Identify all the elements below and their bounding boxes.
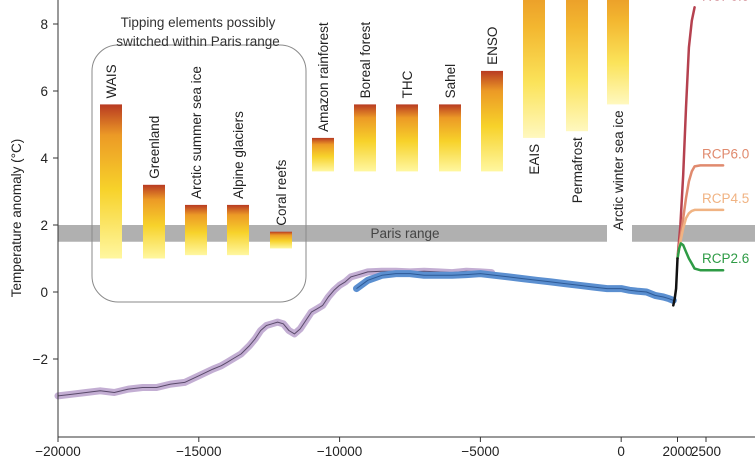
tipping-bars: WAIS Greenland Arctic summer sea ice Alpine… [100,0,629,259]
tipping-bar-label: Amazon rainforest [316,22,331,132]
tipping-bar [185,204,207,256]
x-tick-label: −10000 [317,444,362,459]
tipping-box: Tipping elements possibly switched within… [91,15,307,303]
x-tick-label: 0 [617,444,625,459]
temperature-series [54,267,496,400]
y-tick-label: 8 [40,17,48,32]
temperature-lines [54,6,725,400]
y-tick-label: 2 [40,218,48,233]
rcp-label: RCP6.0 [702,146,749,161]
temperature-series [676,242,725,272]
temperature-series [676,6,696,260]
x-tick-label: −15000 [176,444,221,459]
tipping-box-frame [91,44,307,303]
tipping-bar-label: Alpine glaciers [231,111,246,199]
tipping-bar-label: Arctic winter sea ice [611,110,626,230]
tipping-bar-label: Greenland [147,116,162,179]
rcp-label: RCP8.5 [702,0,749,3]
rcp-label: RCP4.5 [702,191,749,206]
tipping-bar-label: ENSO [485,27,500,65]
temperature-series-centerline [356,273,674,301]
x-tick-label: 2500 [691,444,721,459]
x-tick-label: −5000 [461,444,499,459]
tipping-bar-label: Coral reefs [274,159,289,225]
tipping-bar-label: THC [400,70,415,98]
paris-range-label: Paris range [370,226,439,241]
tipping-bar [270,231,292,249]
temperature-series-centerline [57,270,492,397]
tipping-bar-label: Boreal forest [358,22,373,99]
tipping-bar [607,0,629,105]
tipping-bar [439,104,461,172]
x-tick-label: −20000 [35,444,80,459]
labels: RCP8.5 RCP6.0 RCP4.5 RCP2.6 [702,0,749,266]
x-tick-label: 2000 [662,444,692,459]
y-tick-label: 4 [40,151,48,166]
y-tick-label: −2 [33,352,48,367]
tipping-box-title-line2: switched within Paris range [116,34,280,49]
tipping-bar [481,70,503,172]
tipping-bar [566,0,588,132]
y-tick-label: 0 [40,285,48,300]
tipping-bar [227,204,249,256]
paris-range-segment [58,225,607,242]
tipping-bar [100,104,122,259]
tipping-bar-label: Sahel [443,64,458,99]
y-tick-label: 6 [40,84,48,99]
tipping-box-title-line1: Tipping elements possibly [121,15,276,30]
tipping-bar [523,0,545,138]
tipping-bar [143,184,165,259]
tipping-bar-label: WAIS [104,64,119,98]
tipping-bar [354,104,376,172]
temperature-series [672,257,679,307]
tipping-bar-label: Arctic summer sea ice [189,66,204,199]
temperature-series [676,208,725,260]
tipping-bar-label: EAIS [527,144,542,175]
rcp-label: RCP2.6 [702,251,749,266]
tipping-bar-label: Permafrost [570,137,585,203]
temperature-series [676,164,725,260]
y-axis-title: Temperature anomaly (°C) [9,139,24,297]
paris-range-segment [632,225,755,242]
tipping-bar [396,104,418,172]
tipping-bar [312,137,334,172]
